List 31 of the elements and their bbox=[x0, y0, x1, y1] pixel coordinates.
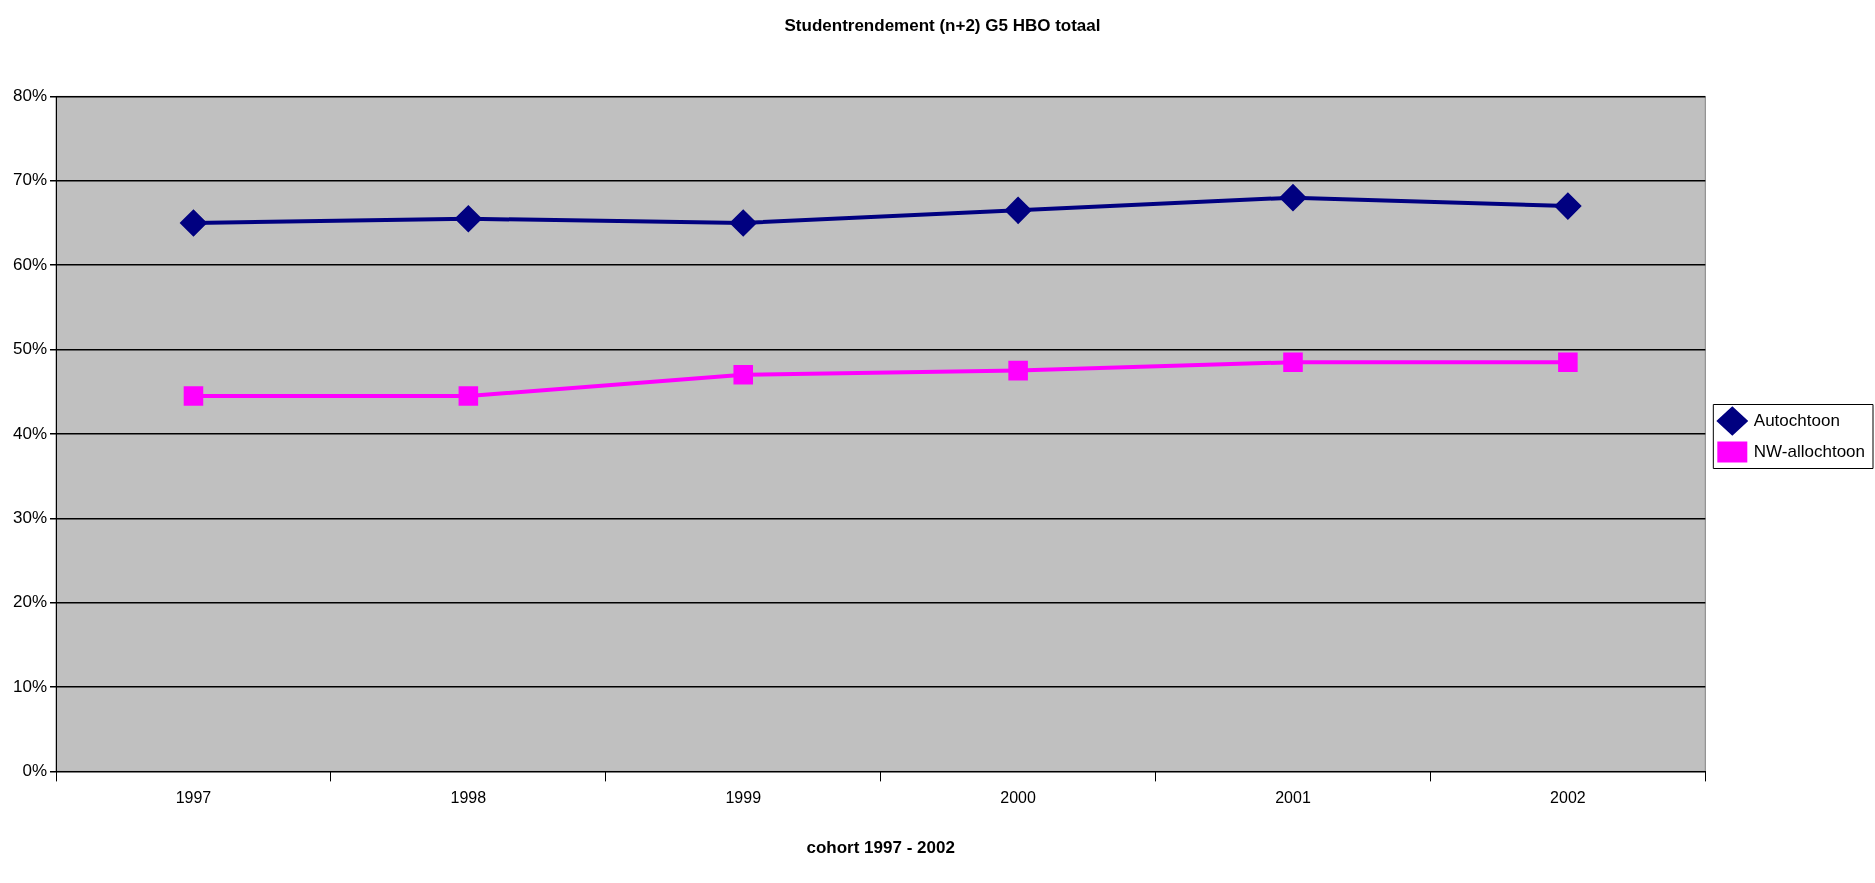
x-tick-label: 2000 bbox=[1000, 789, 1037, 807]
x-tick-label: 1998 bbox=[450, 789, 487, 807]
x-tick-label: 2001 bbox=[1275, 789, 1311, 807]
point bbox=[1008, 360, 1028, 381]
chart-title: Studentrendement (n+2) G5 HBO totaal bbox=[784, 15, 1101, 35]
y-tick-label: 10% bbox=[12, 676, 48, 696]
y-tick-label: 70% bbox=[12, 170, 48, 190]
y-tick-label: 60% bbox=[12, 254, 48, 274]
x-tick-label: 1997 bbox=[175, 789, 212, 807]
legend-label: Autochtoon bbox=[1753, 410, 1840, 430]
point bbox=[1558, 352, 1578, 372]
point bbox=[183, 386, 204, 406]
point bbox=[733, 365, 754, 385]
x-axis-title: cohort 1997 - 2002 bbox=[806, 838, 955, 858]
point bbox=[455, 205, 482, 232]
point bbox=[1005, 197, 1032, 224]
x-tick-label: 2002 bbox=[1550, 789, 1586, 807]
y-tick-label: 30% bbox=[12, 507, 48, 527]
point bbox=[180, 209, 207, 236]
y-tick-label: 0% bbox=[22, 761, 48, 781]
point bbox=[1280, 184, 1306, 211]
y-tick-label: 80% bbox=[12, 86, 48, 106]
point bbox=[730, 209, 757, 236]
legend-label: NW-allochtoon bbox=[1753, 441, 1866, 461]
point bbox=[458, 386, 479, 406]
point bbox=[1554, 193, 1581, 220]
y-tick-label: 50% bbox=[12, 339, 48, 359]
point bbox=[1283, 352, 1303, 372]
y-tick-label: 20% bbox=[12, 592, 48, 612]
x-tick-label: 1999 bbox=[725, 789, 762, 807]
y-tick-label: 40% bbox=[12, 423, 48, 443]
